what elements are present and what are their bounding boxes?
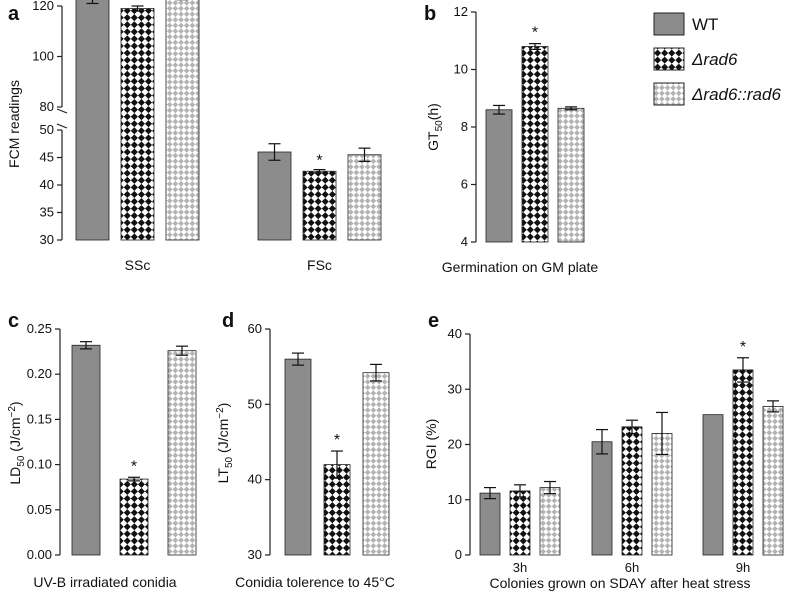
- c-y-tick-label: 0.15: [27, 411, 52, 426]
- b-y-tick-label: 10: [454, 62, 468, 77]
- panel-d-bar-chart: 30 40 50 60 * LT50 (J/cm−2) Conidia tolerence …: [215, 321, 395, 590]
- d-bar-comp: [363, 373, 389, 555]
- e-bar-wt-6h: [592, 442, 612, 555]
- b-significance-star: *: [532, 25, 538, 42]
- panel-label-a: a: [8, 3, 20, 25]
- c-bar-comp: [168, 351, 196, 555]
- e-x-category-label: 3h: [513, 560, 527, 575]
- d-y-tick-label: 50: [248, 396, 262, 411]
- e-y-tick-label: 40: [448, 326, 462, 341]
- a-y-tick-label: 50: [40, 122, 54, 137]
- a-y-tick-label: 100: [32, 49, 54, 64]
- c-x-axis-title: UV-B irradiated conidia: [33, 574, 176, 590]
- e-y-tick-label: 0: [455, 547, 462, 562]
- legend-label-complemented: Δrad6::rad6: [691, 85, 781, 104]
- c-y-tick-label: 0.25: [27, 321, 52, 336]
- e-y-axis-title: RGI (%): [423, 419, 439, 470]
- c-bar-wt: [72, 345, 100, 555]
- legend: WT Δrad6 Δrad6::rad6: [654, 13, 781, 105]
- panel-label-b: b: [424, 3, 436, 25]
- a-y-tick-label: 40: [40, 177, 54, 192]
- d-y-axis-title: LT50 (J/cm−2): [215, 403, 235, 484]
- e-y-tick-label: 10: [448, 492, 462, 507]
- legend-swatch-rad6: [654, 48, 684, 70]
- a-y-tick-label: 80: [40, 99, 54, 114]
- a-y-tick-label: 30: [40, 232, 54, 247]
- e-bar-rad6-9h: [733, 370, 753, 555]
- e-x-category-label: 9h: [736, 560, 750, 575]
- b-y-tick-label: 4: [461, 234, 468, 249]
- b-y-tick-label: 6: [461, 177, 468, 192]
- panel-e-bar-chart: 0 10 20 30 40 3h 6h 9h * RGI (%) Colonies grown on…: [423, 326, 783, 591]
- a-bar-rad6-FSc: [303, 171, 336, 240]
- b-bar-comp: [558, 108, 584, 242]
- figure-canvas: a b c d e 303540455080100120SSc FSc*FCM r…: [0, 0, 800, 596]
- c-bar-rad6: [120, 479, 148, 555]
- a-y-tick-label: 45: [40, 150, 54, 165]
- a-axis-break-mark: [57, 109, 67, 113]
- e-bar-rad6-3h: [510, 491, 530, 555]
- e-bar-wt-9h: [703, 415, 723, 555]
- e-y-tick-label: 20: [448, 437, 462, 452]
- c-y-tick-label: 0.00: [27, 547, 52, 562]
- panel-label-d: d: [222, 310, 234, 332]
- e-y-tick-label: 30: [448, 381, 462, 396]
- panel-b-bar-chart: 4 6 8 10 12 * GT50(h) Germination on GM plate: [425, 4, 598, 275]
- e-x-axis-title: Colonies grown on SDAY after heat stress: [490, 575, 751, 591]
- panel-label-e: e: [428, 310, 439, 332]
- a-bar-comp-SSc: [166, 0, 199, 240]
- c-y-tick-label: 0.05: [27, 502, 52, 517]
- d-y-tick-label: 30: [248, 547, 262, 562]
- c-y-tick-label: 0.20: [27, 366, 52, 381]
- a-significance-star: *: [316, 153, 322, 170]
- panel-a-bar-chart: 30 35 40 45 50 80 100 120 SSc FSc * FCM readings: [6, 0, 381, 273]
- e-bar-rad6-6h: [622, 427, 642, 555]
- a-x-category-label: FSc: [307, 257, 332, 273]
- a-y-tick-label: 120: [32, 0, 54, 13]
- d-x-axis-title: Conidia tolerence to 45°C: [235, 574, 395, 590]
- d-bar-wt: [285, 359, 311, 555]
- e-x-category-label: 6h: [625, 560, 639, 575]
- panel-c-bar-chart: 0.00 0.05 0.10 0.15 0.20 0.25 * LD50 (J/cm−2) UV…: [7, 321, 196, 590]
- panel-label-c: c: [8, 310, 19, 332]
- legend-swatch-complemented: [654, 83, 684, 105]
- b-y-axis-title: GT50(h): [425, 103, 445, 151]
- c-y-tick-label: 0.10: [27, 457, 52, 472]
- a-x-category-label: SSc: [125, 257, 151, 273]
- legend-label-rad6: Δrad6: [691, 50, 738, 69]
- e-bar-comp-9h: [763, 406, 783, 555]
- d-significance-star: *: [334, 432, 340, 449]
- a-axis-break-mark: [57, 124, 67, 128]
- b-bar-wt: [486, 110, 512, 242]
- d-y-tick-label: 60: [248, 321, 262, 336]
- e-bar-wt-3h: [480, 493, 500, 555]
- a-bar-rad6-SSc: [121, 9, 154, 240]
- a-bar-wt-FSc: [258, 152, 291, 240]
- c-significance-star: *: [131, 458, 137, 475]
- legend-label-wt: WT: [692, 15, 718, 34]
- b-x-axis-title: Germination on GM plate: [442, 259, 599, 275]
- e-bar-comp-3h: [540, 488, 560, 555]
- a-bar-comp-FSc: [348, 155, 381, 240]
- b-bar-rad6: [522, 47, 548, 243]
- c-y-axis-title: LD50 (J/cm−2): [7, 401, 27, 484]
- legend-swatch-wt: [654, 13, 684, 35]
- b-y-tick-label: 12: [454, 4, 468, 19]
- a-bar-wt-SSc: [76, 0, 109, 240]
- d-y-tick-label: 40: [248, 472, 262, 487]
- b-y-tick-label: 8: [461, 119, 468, 134]
- a-y-axis-title: FCM readings: [6, 80, 22, 168]
- e-significance-star: *: [740, 339, 746, 356]
- a-y-tick-label: 35: [40, 205, 54, 220]
